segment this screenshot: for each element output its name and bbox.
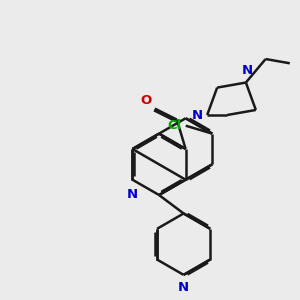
Text: N: N bbox=[178, 281, 189, 294]
Text: N: N bbox=[127, 188, 138, 201]
Text: N: N bbox=[192, 109, 203, 122]
Text: Cl: Cl bbox=[167, 119, 182, 132]
Text: O: O bbox=[141, 94, 152, 107]
Text: N: N bbox=[242, 64, 253, 77]
